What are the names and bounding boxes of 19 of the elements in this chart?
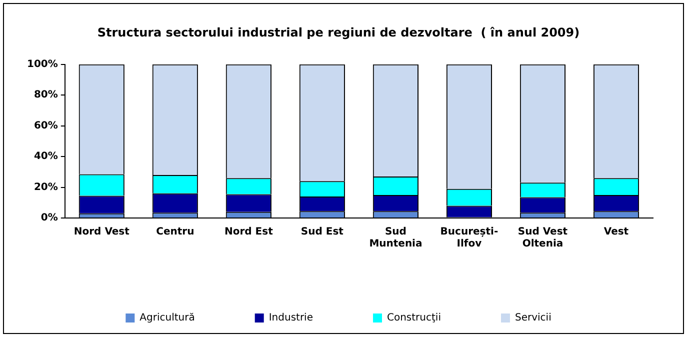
x-tick-label: Centru: [156, 226, 194, 238]
x-tick-label: Nord Vest: [74, 226, 130, 238]
y-tick-label: 60%: [34, 120, 58, 132]
x-tick-label: Nord Est: [224, 226, 274, 238]
x-tick-label: Sud Est: [300, 226, 344, 238]
y-tick-label: 100%: [26, 58, 58, 70]
y-tick-label: 0%: [40, 212, 58, 224]
y-tick-label: 20%: [34, 182, 58, 193]
y-tick-label: 40%: [34, 151, 58, 162]
legend-label: Industrie: [268, 312, 313, 324]
chart-title: Structura sectorului industrial pe regiuni de dezvoltare ( în anul 2009): [97, 25, 580, 40]
legend-label: Construcţii: [386, 312, 441, 324]
legend-label: Agricultură: [140, 312, 195, 324]
x-tick-label: Vest: [604, 226, 629, 238]
legend-label: Servicii: [514, 312, 552, 324]
y-tick-label: 80%: [34, 90, 58, 101]
x-tick-label: București-Ilfov: [440, 226, 498, 250]
x-tick-label: Sud Muntenia: [369, 226, 422, 250]
x-tick-label: Sud Vest Oltenia: [518, 226, 568, 250]
